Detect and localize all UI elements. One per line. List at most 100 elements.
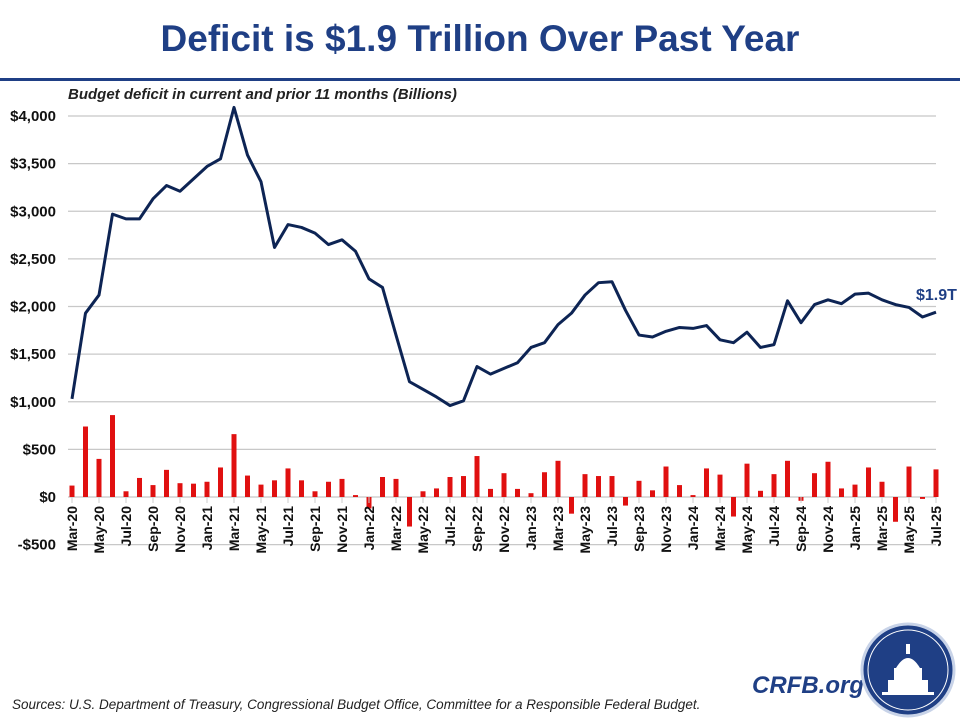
y-tick-label: $1,000 [10,394,56,411]
title-divider [0,78,960,81]
bar-monthly-deficit [596,476,601,497]
bar-monthly-deficit [812,473,817,497]
x-tick-label: Mar-22 [388,506,404,551]
x-tick-label: Jul-23 [604,506,620,547]
bar-monthly-deficit [285,468,291,497]
x-tick-label: Jan-24 [685,506,701,551]
bar-monthly-deficit [83,426,88,497]
bar-monthly-deficit [110,415,115,497]
y-tick-label: $3,500 [10,156,56,173]
x-tick-label: Jan-25 [847,506,863,551]
bar-monthly-deficit [96,458,102,497]
bar-monthly-deficit [204,481,210,497]
bar-monthly-deficit [191,483,196,497]
bar-monthly-deficit [515,488,520,497]
bar-monthly-deficit [758,490,763,497]
chart-subtitle: Budget deficit in current and prior 11 m… [68,86,457,103]
y-tick-label: $4,000 [10,108,56,125]
bar-monthly-deficit [542,472,547,497]
brand-link[interactable]: CRFB.org [752,672,864,699]
y-tick-label: $0 [39,489,56,506]
bar-monthly-deficit [501,473,507,497]
bar-monthly-deficit [461,476,466,497]
bar-monthly-deficit [272,480,277,497]
bar-monthly-deficit [704,468,709,497]
bar-monthly-deficit [744,463,750,497]
x-tick-label: Mar-20 [64,506,80,551]
x-tick-label: Sep-23 [631,506,647,552]
bar-monthly-deficit [569,497,574,514]
bar-monthly-deficit [933,469,939,497]
chart-title: Deficit is $1.9 Trillion Over Past Year [160,18,800,59]
bar-monthly-deficit [920,497,925,499]
bar-monthly-deficit [393,478,399,497]
x-tick-label: Sep-21 [307,506,323,552]
bar-monthly-deficit [609,476,615,497]
bar-monthly-deficit [353,495,358,497]
bar-monthly-deficit [906,466,912,497]
x-tick-label: Nov-24 [820,506,836,553]
bar-monthly-deficit [623,497,628,506]
x-tick-label: Jan-23 [523,506,539,551]
bar-monthly-deficit [636,480,642,497]
x-tick-label: Sep-20 [145,506,161,552]
x-tick-label: Nov-21 [334,506,350,553]
x-tick-label: May-25 [901,506,917,554]
bar-monthly-deficit [231,434,237,497]
x-tick-label: Jan-22 [361,506,377,551]
bar-monthly-deficit [299,480,304,497]
x-tick-label: Jul-25 [928,506,944,547]
bar-monthly-deficit [650,490,655,497]
bar-monthly-deficit [785,460,790,497]
x-tick-label: Sep-22 [469,506,485,552]
bar-monthly-deficit [326,481,331,497]
bar-monthly-deficit [177,483,183,497]
bar-monthly-deficit [771,474,777,497]
x-tick-label: May-23 [577,506,593,554]
x-tick-label: Nov-22 [496,506,512,553]
bar-monthly-deficit [663,466,669,497]
bar-monthly-deficit [677,485,682,497]
x-tick-label: May-21 [253,506,269,554]
x-tick-label: Mar-23 [550,506,566,551]
bar-monthly-deficit [866,467,871,497]
y-tick-label: $1,500 [10,346,56,363]
bar-monthly-deficit [717,474,723,497]
bar-monthly-deficit [380,476,385,497]
x-tick-label: May-22 [415,506,431,554]
bar-monthly-deficit [839,488,844,497]
y-tick-label: -$500 [18,537,56,554]
bar-monthly-deficit [488,488,493,497]
x-tick-label: Mar-21 [226,506,242,551]
bar-monthly-deficit [137,477,142,497]
bar-monthly-deficit [164,469,169,497]
bar-monthly-deficit [123,491,129,497]
x-tick-label: Mar-24 [712,506,728,551]
y-tick-label: $2,000 [10,299,56,316]
bar-monthly-deficit [339,478,345,497]
annotation-latest-value: $1.9T [916,287,957,304]
bar-monthly-deficit [555,460,561,497]
x-tick-label: Jul-21 [280,506,296,547]
x-tick-label: Jan-21 [199,506,215,551]
x-tick-label: Mar-25 [874,506,890,551]
bar-monthly-deficit [582,474,588,497]
bar-monthly-deficit [825,461,831,497]
x-tick-label: Nov-20 [172,506,188,553]
bar-monthly-deficit [69,485,75,497]
bar-monthly-deficit [150,485,156,497]
y-tick-label: $3,000 [10,203,56,220]
bar-monthly-deficit [447,476,453,497]
bar-monthly-deficit [312,491,318,497]
y-tick-label: $500 [23,441,56,458]
bar-monthly-deficit [731,497,736,517]
bar-monthly-deficit [218,467,223,497]
x-tick-label: Jul-22 [442,506,458,547]
x-tick-label: Nov-23 [658,506,674,553]
bar-monthly-deficit [407,497,412,527]
bar-monthly-deficit [245,475,250,497]
x-tick-label: May-20 [91,506,107,554]
x-tick-label: Jul-20 [118,506,134,547]
